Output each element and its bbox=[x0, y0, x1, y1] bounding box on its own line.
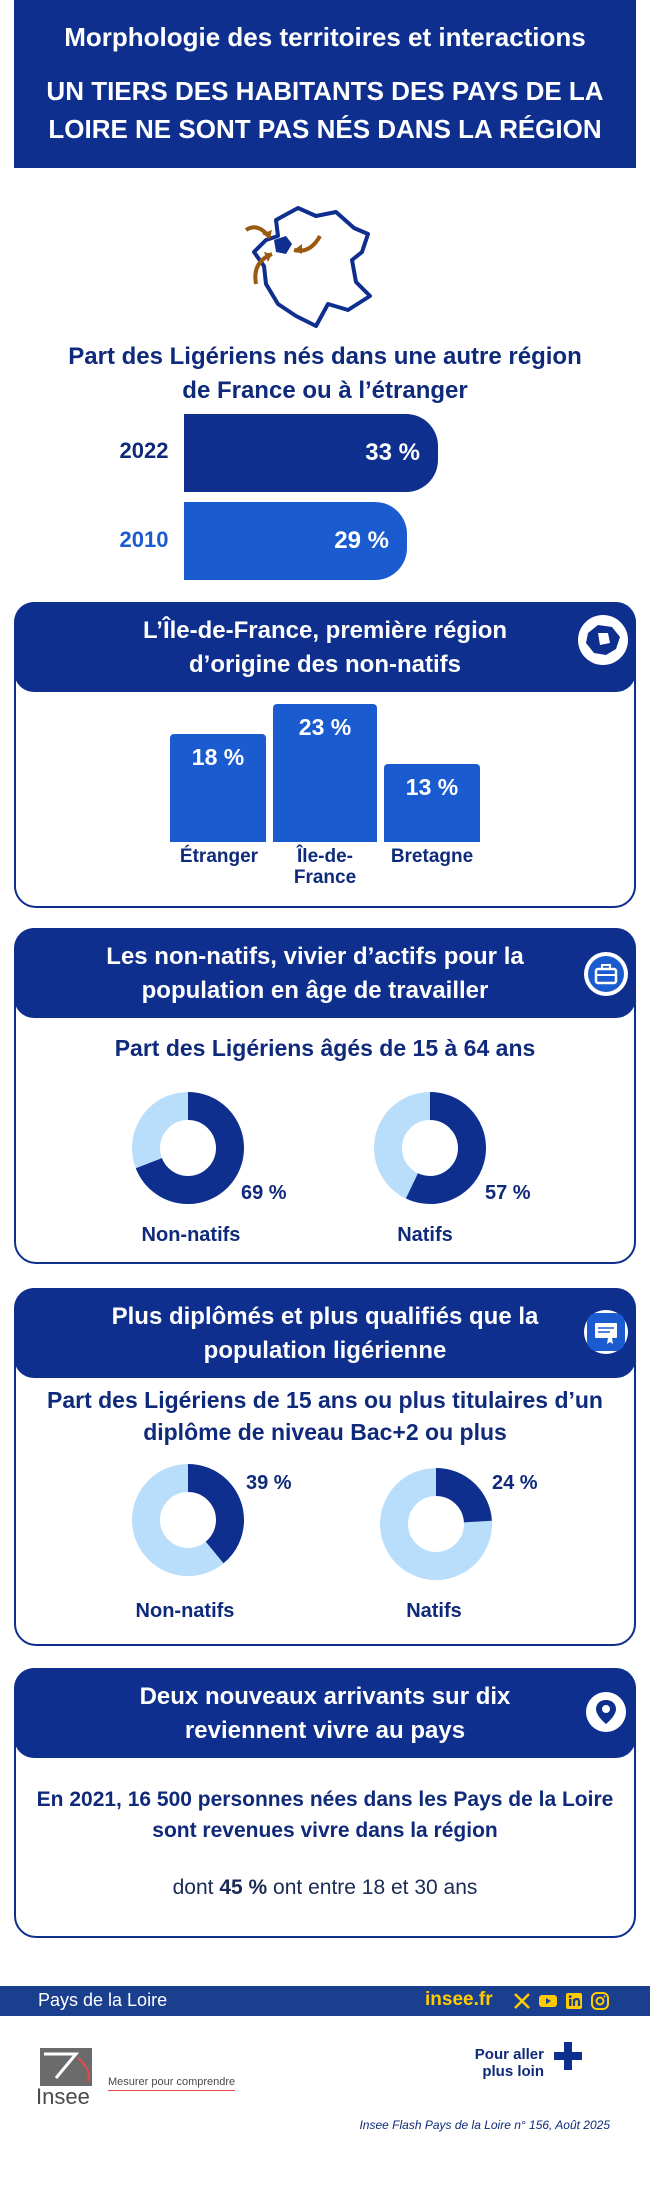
insee-tagline: Mesurer pour comprendre bbox=[108, 2076, 236, 2091]
section-returners-header: Deux nouveaux arrivants sur dix revienne… bbox=[14, 1668, 636, 1758]
more-info-label[interactable]: Pour aller plus loin bbox=[474, 2046, 544, 2080]
header-title: Morphologie des territoires et interacti… bbox=[64, 22, 586, 52]
donut-diploma-non-natifs-value: 39 % bbox=[246, 1472, 292, 1494]
footer-bar: Pays de la Loire insee.fr bbox=[0, 1986, 650, 2016]
year-label-2022: 2022 bbox=[119, 438, 169, 463]
footer-site-link[interactable]: insee.fr bbox=[425, 1989, 493, 2010]
youtube-icon[interactable] bbox=[538, 1991, 558, 2011]
footer-region: Pays de la Loire bbox=[38, 1990, 168, 2010]
ile-de-france-map-icon bbox=[578, 615, 628, 665]
detail-value: 45 % bbox=[219, 1876, 268, 1899]
bar-2022-value: 33 % bbox=[365, 439, 420, 466]
section-diploma-subtitle: Part des Ligériens de 15 ans ou plus tit… bbox=[47, 1387, 603, 1445]
donut-diploma-non-natifs-label: Non-natifs bbox=[135, 1600, 235, 1622]
donut-workers-natifs-share bbox=[374, 1092, 486, 1204]
section-workers-title: Les non-natifs, vivier d’actifs pour la … bbox=[106, 943, 524, 1004]
insee-logo-mark bbox=[40, 2048, 92, 2086]
label-ile-de-france: Île-de-France bbox=[293, 846, 357, 888]
donut-workers-natifs bbox=[374, 1092, 486, 1204]
donut-workers-non-natifs bbox=[132, 1092, 244, 1204]
year-label-2010: 2010 bbox=[119, 527, 169, 552]
bar-bretagne: 13 % bbox=[384, 764, 480, 842]
location-pin-icon bbox=[586, 1692, 626, 1732]
donut-workers-non-natifs-share bbox=[132, 1092, 244, 1204]
france-map-arrows-icon bbox=[244, 206, 372, 328]
header-headline: UN TIERS DES HABITANTS DES PAYS DE LA LO… bbox=[46, 76, 604, 144]
donut-workers-non-natifs-label: Non-natifs bbox=[141, 1224, 241, 1246]
insee-logo: Insee bbox=[36, 2048, 98, 2110]
donut-diploma-non-natifs bbox=[132, 1464, 244, 1576]
bar-bretagne-value: 13 % bbox=[405, 774, 459, 800]
insee-logo-text: Insee bbox=[36, 2084, 90, 2109]
donut-diploma-natifs-label: Natifs bbox=[406, 1600, 462, 1622]
briefcase-icon bbox=[584, 952, 628, 996]
bar-ile-de-france-value: 23 % bbox=[298, 714, 352, 740]
donut-diploma-natifs-share bbox=[380, 1468, 492, 1580]
bar-2010-value: 29 % bbox=[334, 527, 389, 554]
bar-etranger: 18 % bbox=[170, 734, 266, 842]
x-icon[interactable] bbox=[512, 1991, 532, 2011]
detail-suffix: ont entre 18 et 30 ans bbox=[267, 1876, 478, 1899]
intro-question: Part des Ligériens nés dans une autre ré… bbox=[68, 343, 582, 404]
donut-workers-natifs-label: Natifs bbox=[397, 1224, 453, 1246]
section-origin-title: L’Île-de-France, première région d’origi… bbox=[142, 617, 508, 678]
section-returners-title: Deux nouveaux arrivants sur dix revienne… bbox=[139, 1683, 511, 1744]
donut-diploma-natifs-value: 24 % bbox=[492, 1472, 538, 1494]
bar-etranger-value: 18 % bbox=[191, 744, 245, 770]
label-etranger: Étranger bbox=[179, 846, 259, 867]
plus-icon[interactable] bbox=[552, 2040, 584, 2072]
header-banner: Morphologie des territoires et interacti… bbox=[14, 0, 636, 168]
section-workers-subtitle: Part des Ligériens âgés de 15 à 64 ans bbox=[114, 1035, 536, 1061]
section-workers-header: Les non-natifs, vivier d’actifs pour la … bbox=[14, 928, 636, 1018]
section-origin-header: L’Île-de-France, première région d’origi… bbox=[14, 602, 636, 692]
linkedin-icon[interactable] bbox=[564, 1991, 584, 2011]
section-diploma-title: Plus diplômés et plus qualifiés que la p… bbox=[111, 1303, 539, 1364]
section-diploma-header: Plus diplômés et plus qualifiés que la p… bbox=[14, 1288, 636, 1378]
label-bretagne: Bretagne bbox=[390, 846, 474, 867]
section-returners-body: En 2021, 16 500 personnes nées dans les … bbox=[36, 1788, 614, 1842]
diploma-icon bbox=[584, 1310, 628, 1354]
donut-workers-natifs-value: 57 % bbox=[485, 1182, 531, 1204]
bar-ile-de-france: 23 % bbox=[273, 704, 377, 842]
bar-2022: 33 % bbox=[184, 414, 438, 492]
source-note: Insee Flash Pays de la Loire n° 156, Aoû… bbox=[359, 2118, 610, 2132]
bar-2010: 29 % bbox=[184, 502, 407, 580]
donut-workers-non-natifs-value: 69 % bbox=[241, 1182, 287, 1204]
detail-prefix: dont bbox=[172, 1876, 220, 1899]
donut-diploma-natifs bbox=[380, 1468, 492, 1580]
donut-diploma-non-natifs-share bbox=[132, 1464, 244, 1576]
section-returners-detail: dont 45 % ont entre 18 et 30 ans bbox=[24, 1876, 626, 1900]
instagram-icon[interactable] bbox=[590, 1991, 610, 2011]
